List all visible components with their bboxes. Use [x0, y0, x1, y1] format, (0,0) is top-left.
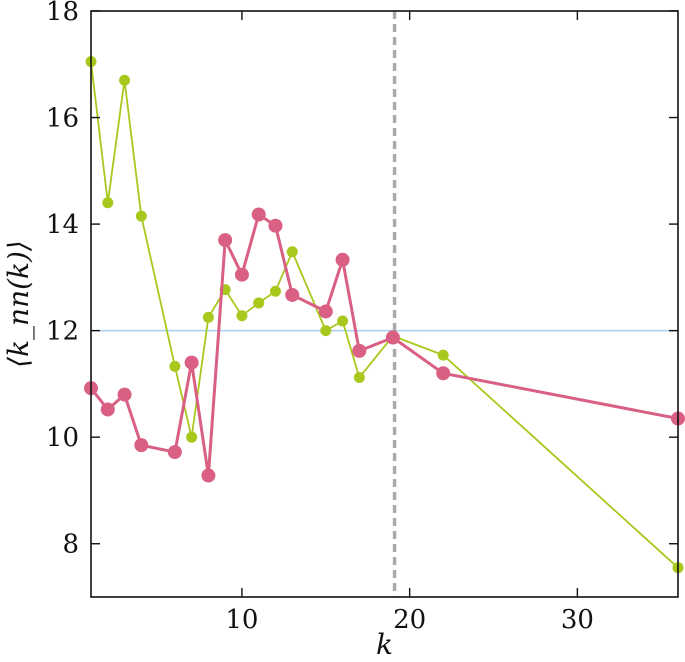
series-1-point	[320, 325, 332, 337]
series-1-point	[236, 310, 248, 322]
y-tick-label: 8	[62, 530, 79, 560]
series-1-point	[337, 315, 349, 327]
series-2-point	[352, 343, 367, 358]
series-2-point	[436, 366, 451, 381]
series-2-point	[285, 287, 300, 302]
series-2-point	[184, 355, 199, 370]
x-tick-label: 30	[561, 605, 594, 635]
y-tick-label: 10	[46, 423, 79, 453]
series-2-point	[167, 445, 182, 460]
series-2-point	[318, 304, 333, 319]
y-axis-label: ⟨k_nn(k)⟩	[2, 240, 35, 368]
x-tick-label: 20	[393, 605, 426, 635]
series-1-line	[90, 61, 679, 569]
series-2-point	[100, 402, 115, 417]
series-2-point	[201, 468, 216, 483]
series-2-point	[385, 330, 400, 345]
series-1-point	[353, 372, 365, 384]
series-2-point	[218, 233, 233, 248]
series-1-point	[437, 349, 449, 361]
series-2-point	[134, 438, 149, 453]
series-2-point	[251, 207, 266, 222]
series-1-point	[135, 210, 147, 222]
series-1-point	[119, 74, 131, 86]
plot-area-frame	[90, 10, 679, 598]
series-1-point	[286, 246, 298, 258]
x-tick-label: 10	[225, 605, 258, 635]
series-1	[85, 56, 684, 574]
y-tick-label: 16	[46, 104, 79, 134]
axis-ticks: 10 20 30 8 10 12 14 16 18	[46, 0, 678, 635]
x-axis-label: k	[376, 628, 393, 661]
series-2-point	[234, 267, 249, 282]
series-2-point	[117, 387, 132, 402]
y-tick-label: 12	[46, 317, 79, 347]
series-1-point	[202, 311, 214, 323]
series-2	[84, 207, 685, 483]
series-1-point	[269, 285, 281, 297]
reference-lines	[91, 11, 678, 597]
series-layer	[84, 56, 685, 574]
series-1-point	[253, 297, 265, 309]
series-1-point	[102, 197, 114, 209]
y-tick-label: 18	[46, 0, 79, 27]
series-2-point	[335, 252, 350, 267]
series-1-point	[169, 360, 181, 372]
y-tick-label: 14	[46, 210, 79, 240]
series-2-point	[268, 218, 283, 233]
series-1-point	[186, 431, 198, 443]
